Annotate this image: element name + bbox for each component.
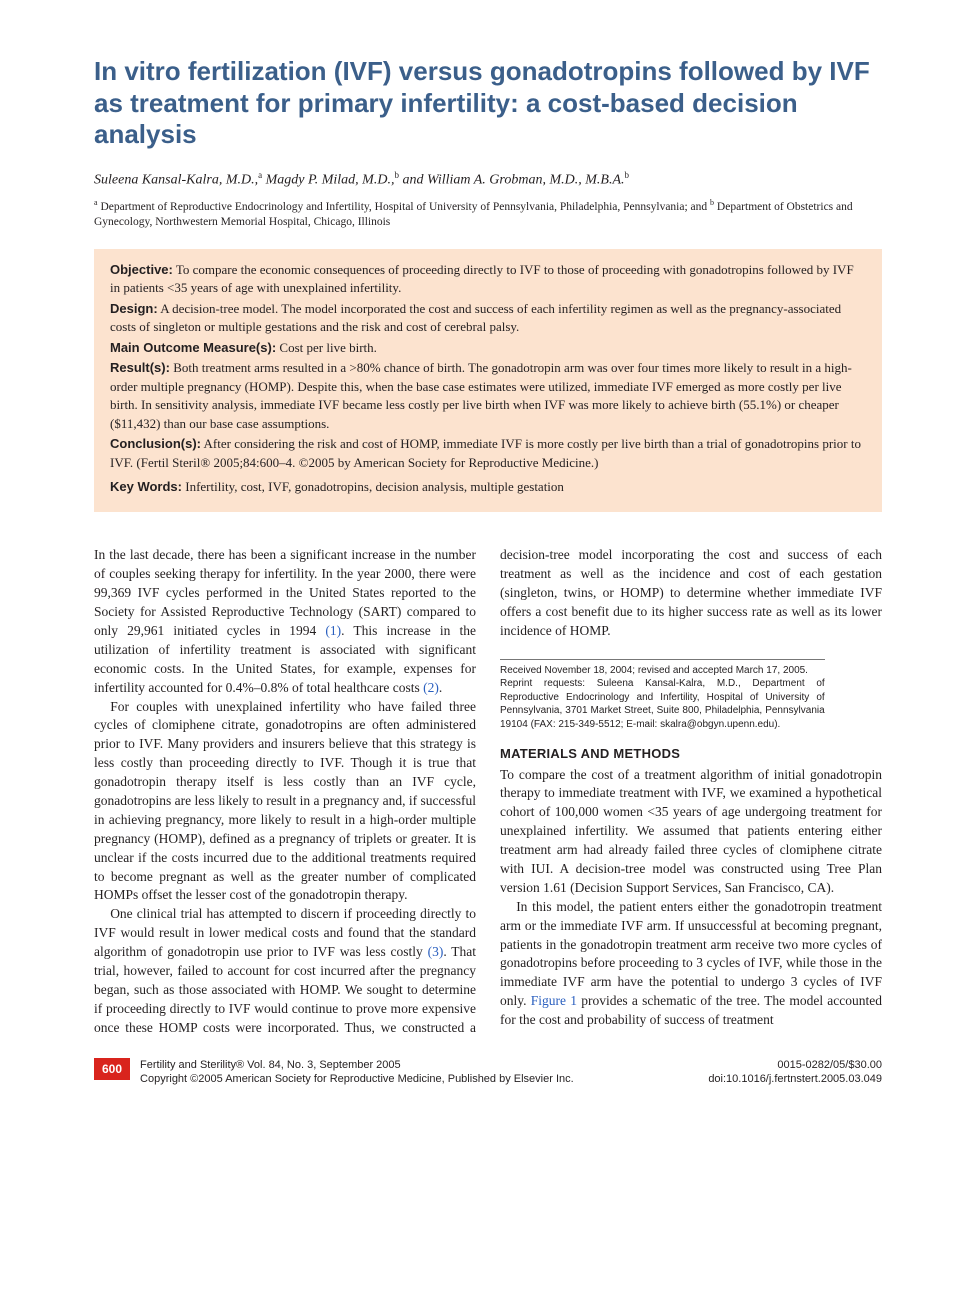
- footer-journal: Fertility and Sterility® Vol. 84, No. 3,…: [140, 1058, 698, 1073]
- methods-para-1: To compare the cost of a treatment algor…: [500, 766, 882, 898]
- abstract-conclusions-label: Conclusion(s):: [110, 436, 201, 451]
- abstract-results: Result(s): Both treatment arms resulted …: [110, 359, 866, 433]
- intro-para-2: For couples with unexplained infertility…: [94, 698, 476, 906]
- affiliations: a Department of Reproductive Endocrinolo…: [94, 198, 882, 231]
- abstract-design-label: Design:: [110, 301, 158, 316]
- authors-line: Suleena Kansal-Kalra, M.D.,a Magdy P. Mi…: [94, 169, 882, 190]
- footnote-reprint: Reprint requests: Suleena Kansal-Kalra, …: [500, 677, 825, 731]
- methods-para-2: In this model, the patient enters either…: [500, 898, 882, 1030]
- ref-3[interactable]: (3): [428, 944, 444, 959]
- methods-para-2-a: In this model, the patient enters either…: [500, 899, 882, 1008]
- abstract-keywords: Key Words: Infertility, cost, IVF, gonad…: [110, 478, 866, 496]
- footer-copyright: Copyright ©2005 American Society for Rep…: [140, 1072, 698, 1087]
- abstract-keywords-label: Key Words:: [110, 479, 182, 494]
- body-columns: In the last decade, there has been a sig…: [94, 546, 882, 1037]
- abstract-design: Design: A decision-tree model. The model…: [110, 300, 866, 337]
- abstract-objective: Objective: To compare the economic conse…: [110, 261, 866, 298]
- footnote-received: Received November 18, 2004; revised and …: [500, 664, 825, 678]
- page-footer: 600 Fertility and Sterility® Vol. 84, No…: [94, 1058, 882, 1088]
- footer-left: Fertility and Sterility® Vol. 84, No. 3,…: [140, 1058, 698, 1088]
- materials-methods-heading: MATERIALS AND METHODS: [500, 745, 882, 763]
- abstract-objective-text: To compare the economic consequences of …: [110, 262, 854, 295]
- footer-issn: 0015-0282/05/$30.00: [708, 1058, 882, 1073]
- abstract-results-label: Result(s):: [110, 360, 170, 375]
- abstract-conclusions-text: After considering the risk and cost of H…: [110, 436, 861, 469]
- abstract-outcome-text: Cost per live birth.: [276, 340, 377, 355]
- intro-para-1: In the last decade, there has been a sig…: [94, 546, 476, 697]
- abstract-results-text: Both treatment arms resulted in a >80% c…: [110, 360, 852, 430]
- intro-para-3-a: One clinical trial has attempted to disc…: [94, 906, 476, 959]
- abstract-objective-label: Objective:: [110, 262, 173, 277]
- abstract-design-text: A decision-tree model. The model incorpo…: [110, 301, 841, 334]
- article-title: In vitro fertilization (IVF) versus gona…: [94, 56, 882, 151]
- page-number-badge: 600: [94, 1058, 130, 1080]
- ref-1[interactable]: (1): [325, 623, 341, 638]
- abstract-box: Objective: To compare the economic conse…: [94, 249, 882, 512]
- abstract-conclusions: Conclusion(s): After considering the ris…: [110, 435, 866, 472]
- footer-right: 0015-0282/05/$30.00 doi:10.1016/j.fertns…: [708, 1058, 882, 1088]
- abstract-outcome: Main Outcome Measure(s): Cost per live b…: [110, 339, 866, 357]
- abstract-outcome-label: Main Outcome Measure(s):: [110, 340, 276, 355]
- footer-doi: doi:10.1016/j.fertnstert.2005.03.049: [708, 1072, 882, 1087]
- figure-1-ref[interactable]: Figure 1: [531, 993, 577, 1008]
- ref-2[interactable]: (2): [423, 680, 439, 695]
- intro-para-1-c: .: [439, 680, 442, 695]
- abstract-keywords-text: Infertility, cost, IVF, gonadotropins, d…: [182, 479, 564, 494]
- footnotes-block: Received November 18, 2004; revised and …: [500, 659, 825, 732]
